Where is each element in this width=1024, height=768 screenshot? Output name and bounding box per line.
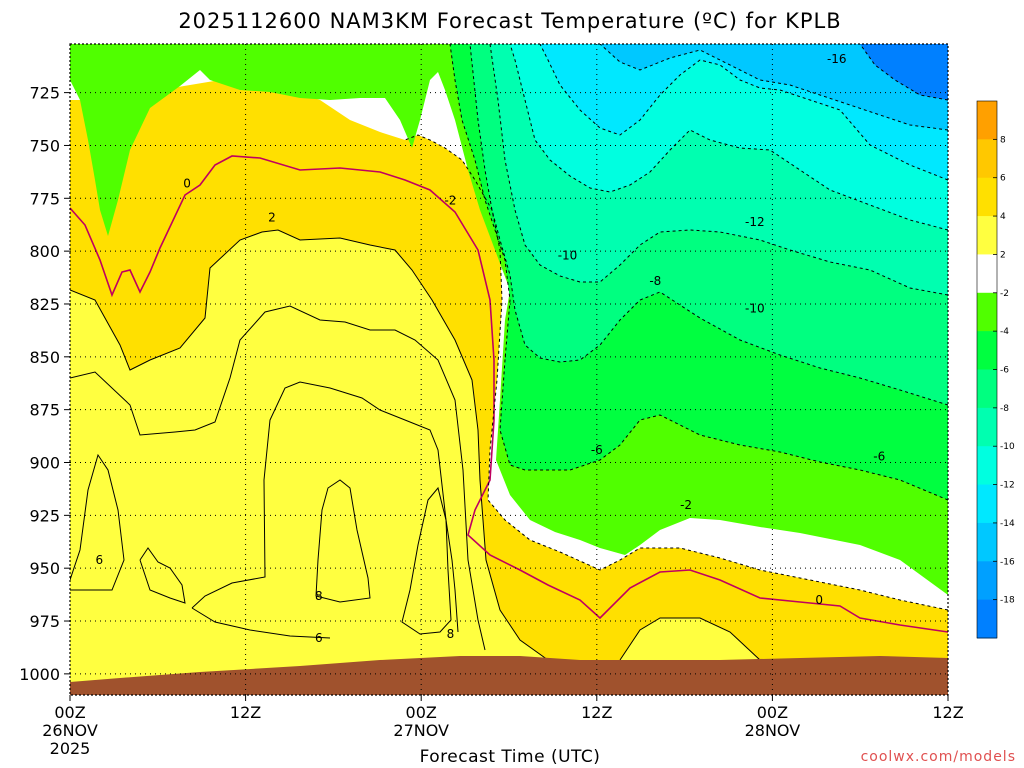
colorbar-label-3: 2 bbox=[1000, 250, 1006, 260]
contour-neg4 bbox=[449, 44, 948, 501]
contour-label-14: 6 bbox=[315, 631, 323, 645]
y-tick-label-900: 900 bbox=[29, 454, 60, 473]
contour-2 bbox=[70, 229, 549, 661]
colorbar-band-10 bbox=[977, 484, 997, 524]
x-tick-label-0: 00Z bbox=[54, 703, 85, 722]
contour-label-1: 2 bbox=[268, 211, 276, 225]
y-tick-label-975: 975 bbox=[29, 612, 60, 631]
contour-neg14 bbox=[599, 44, 948, 131]
contour-0 bbox=[70, 155, 948, 633]
y-tick-label-775: 775 bbox=[29, 189, 60, 208]
colorbar-band-13 bbox=[977, 599, 997, 639]
terrain-ground bbox=[70, 656, 948, 695]
contour-6c bbox=[191, 381, 459, 633]
colorbar-label-10: -14 bbox=[1000, 519, 1015, 529]
contour-label-3: -10 bbox=[558, 249, 578, 263]
y-tick-label-950: 950 bbox=[29, 559, 60, 578]
x-tick-year-0: 2025 bbox=[50, 739, 91, 758]
y-tick-label-725: 725 bbox=[29, 84, 60, 103]
plot-area bbox=[70, 44, 948, 695]
y-tick-label-825: 825 bbox=[29, 295, 60, 314]
x-axis-title: Forecast Time (UTC) bbox=[420, 747, 601, 767]
contour-label-5: -10 bbox=[745, 301, 765, 315]
x-tick-date-0: 26NOV bbox=[42, 721, 98, 740]
colorbar-label-0: 8 bbox=[1000, 135, 1006, 145]
y-tick-label-850: 850 bbox=[29, 348, 60, 367]
colorbar-label-4: -2 bbox=[1000, 289, 1009, 299]
chart-title: 2025112600 NAM3KM Forecast Temperature (… bbox=[178, 9, 841, 33]
contour-8 bbox=[315, 479, 371, 603]
x-tick-date-4: 28NOV bbox=[745, 721, 801, 740]
y-tick-label-750: 750 bbox=[29, 136, 60, 155]
x-tick-label-1: 12Z bbox=[230, 703, 261, 722]
colorbar-band-7 bbox=[977, 369, 997, 409]
colorbar-band-3 bbox=[977, 216, 997, 255]
contour-8b bbox=[401, 486, 452, 635]
y-tick-label-875: 875 bbox=[29, 401, 60, 420]
y-tick-label-800: 800 bbox=[29, 242, 60, 261]
colorbar-band-9 bbox=[977, 446, 997, 486]
y-tick-label-1000: 1000 bbox=[19, 665, 60, 684]
x-tick-label-3: 12Z bbox=[581, 703, 612, 722]
contour-6d bbox=[191, 607, 331, 639]
colorbar-label-9: -12 bbox=[1000, 481, 1015, 491]
y-axis: 725 750 775 800 825 850 875 900 925 950 975 1000 bbox=[19, 84, 70, 684]
contour-label-13: 8 bbox=[315, 589, 323, 603]
colorbar-band-2 bbox=[977, 177, 997, 217]
contour-label-10: -2 bbox=[680, 498, 692, 512]
colorbar-band-12 bbox=[977, 561, 997, 601]
colorbar-band-6 bbox=[977, 331, 997, 370]
x-tick-label-2: 00Z bbox=[406, 703, 437, 722]
contour-label-0: 0 bbox=[183, 177, 191, 191]
colorbar: 8 6 4 2 -2 -4 -6 -8 -10 -12 -14 -16 -18 bbox=[976, 100, 1015, 639]
colorbar-band-4 bbox=[977, 254, 997, 294]
contour-neg12 bbox=[539, 44, 948, 181]
colorbar-band-11 bbox=[977, 522, 997, 562]
contour-label-6: -12 bbox=[745, 215, 765, 229]
y-tick-label-925: 925 bbox=[29, 506, 60, 525]
colorbar-band-5 bbox=[977, 292, 997, 332]
contour-label-7: -16 bbox=[827, 52, 847, 66]
band-0-to-2 bbox=[70, 44, 948, 695]
colorbar-label-6: -6 bbox=[1000, 366, 1009, 376]
colorbar-label-11: -16 bbox=[1000, 557, 1015, 567]
contour-4 bbox=[70, 305, 486, 651]
contour-6 bbox=[70, 453, 125, 591]
contour-label-4: -8 bbox=[649, 274, 661, 288]
colorbar-label-2: 4 bbox=[1000, 212, 1006, 222]
contour-label-9: -6 bbox=[873, 449, 885, 463]
x-tick-date-2: 27NOV bbox=[393, 721, 449, 740]
contour-label-2: -2 bbox=[444, 194, 456, 208]
grid bbox=[70, 44, 948, 695]
colorbar-band-8 bbox=[977, 407, 997, 447]
contour-4b bbox=[619, 617, 761, 661]
colorbar-label-1: 6 bbox=[1000, 174, 1006, 184]
colorbar-label-5: -4 bbox=[1000, 327, 1009, 337]
band-below-neg16 bbox=[860, 44, 948, 100]
colorbar-label-12: -18 bbox=[1000, 596, 1015, 606]
contour-labels: 0 2 -2 -10 -8 -10 -12 -16 -6 -6 -2 0 6 8 6 8 bbox=[95, 52, 885, 645]
x-tick-label-5: 12Z bbox=[932, 703, 963, 722]
colorbar-label-8: -10 bbox=[1000, 442, 1015, 452]
credit-text: coolwx.com/models bbox=[861, 749, 1016, 765]
colorbar-band-1 bbox=[977, 139, 997, 179]
colorbar-band-0 bbox=[977, 101, 997, 140]
plot-border bbox=[69, 43, 949, 696]
contour-label-11: 0 bbox=[815, 593, 823, 607]
contour-label-8: -6 bbox=[591, 443, 603, 457]
contour-label-12: 6 bbox=[95, 553, 103, 567]
colorbar-label-7: -8 bbox=[1000, 404, 1009, 414]
x-tick-label-4: 00Z bbox=[757, 703, 788, 722]
contour-neg16 bbox=[859, 44, 948, 101]
contour-neg2 bbox=[404, 134, 948, 611]
contour-label-15: 8 bbox=[447, 627, 455, 641]
contour-6b bbox=[139, 547, 186, 604]
